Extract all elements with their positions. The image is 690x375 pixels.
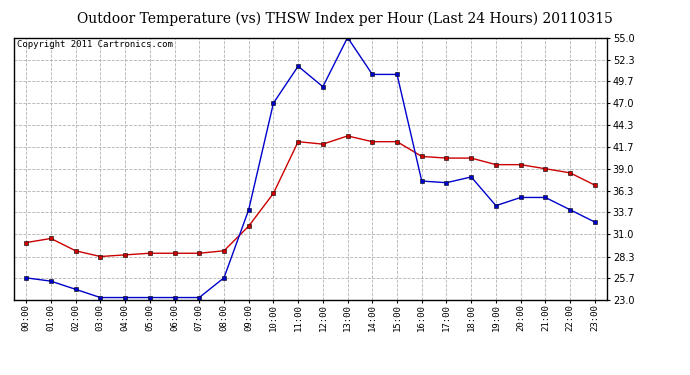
- Text: Copyright 2011 Cartronics.com: Copyright 2011 Cartronics.com: [17, 40, 172, 49]
- Text: Outdoor Temperature (vs) THSW Index per Hour (Last 24 Hours) 20110315: Outdoor Temperature (vs) THSW Index per …: [77, 11, 613, 26]
